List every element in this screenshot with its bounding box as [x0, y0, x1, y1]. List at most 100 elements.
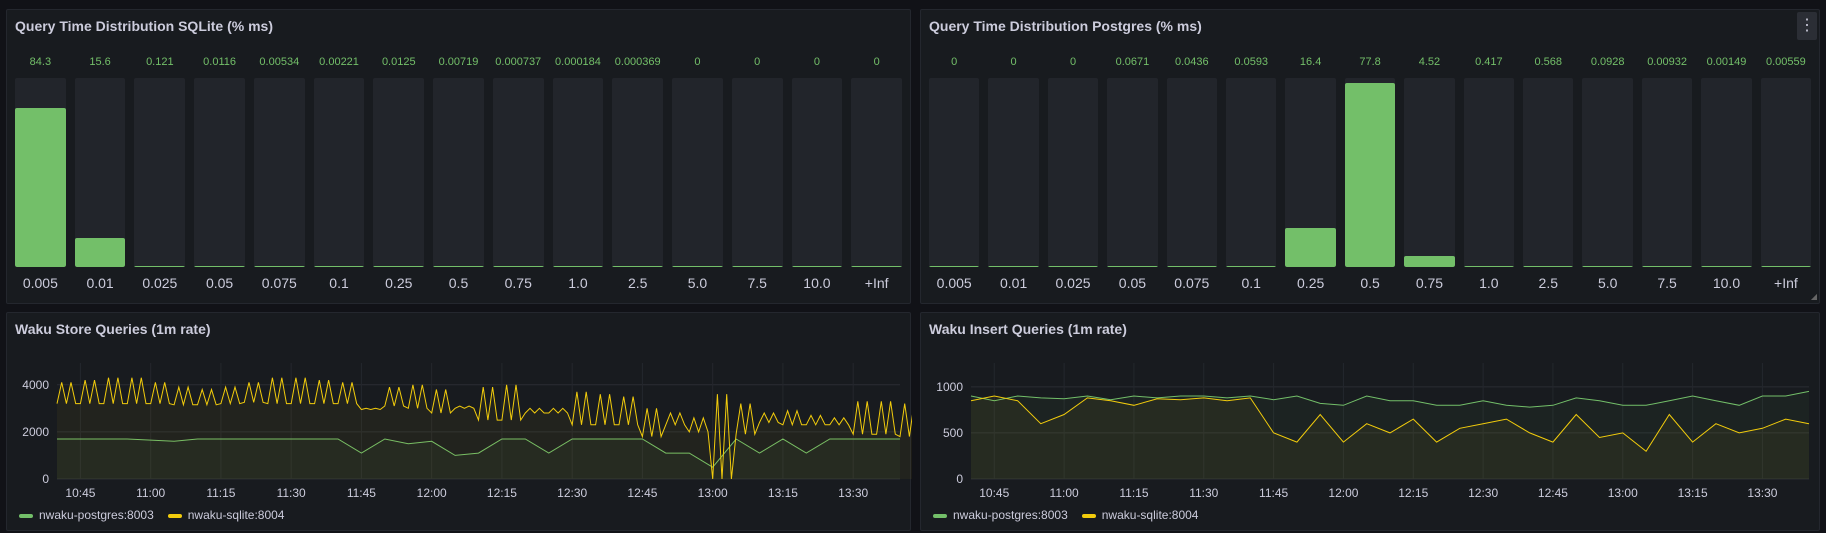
bar-column: 0.0593 0.1	[1226, 48, 1277, 295]
bar-column: 0.000184 1.0	[552, 48, 604, 295]
legend: nwaku-postgres:8003 nwaku-sqlite:8004	[933, 508, 1198, 522]
panel-insert-queries: Waku Insert Queries (1m rate) 0 500 1000 10…	[920, 312, 1820, 531]
bar-category-label: 2.5	[1538, 275, 1558, 291]
bar-category-label: 1.0	[1479, 275, 1499, 291]
x-tick-label: 11:45	[347, 486, 376, 500]
bar	[1463, 266, 1515, 267]
bar	[1701, 266, 1752, 267]
bar	[1404, 256, 1455, 267]
bar-column: 4.52 0.75	[1404, 48, 1455, 295]
bar-category-label: 7.5	[747, 275, 767, 291]
legend-item-postgres[interactable]: nwaku-postgres:8003	[19, 508, 154, 522]
bar-column: 0 10.0	[791, 48, 843, 295]
bar-value-label: 15.6	[89, 56, 111, 68]
bar-track	[1226, 78, 1277, 267]
bar-value-label: 0	[1069, 56, 1077, 68]
bar	[313, 266, 365, 267]
bar-value-label: 0.0125	[381, 56, 416, 68]
bar-column: 0 +Inf	[851, 48, 903, 295]
bar-column: 0 0.01	[988, 48, 1039, 295]
bar	[253, 266, 305, 267]
legend-item-sqlite[interactable]: nwaku-sqlite:8004	[1081, 508, 1198, 522]
panel-title[interactable]: Query Time Distribution Postgres (% ms)	[929, 18, 1202, 34]
bar	[672, 266, 723, 267]
bar-track	[1523, 78, 1574, 267]
bar	[929, 266, 980, 267]
bar-value-label: 0.000369	[614, 56, 661, 68]
legend-item-postgres[interactable]: nwaku-postgres:8003	[933, 508, 1068, 522]
bar-column: 0.00932 7.5	[1641, 48, 1693, 295]
y-tick-label: 2000	[22, 425, 49, 439]
bar-value-label: 0.0593	[1234, 56, 1269, 68]
bar-value-label: 0	[754, 56, 761, 68]
bar	[1344, 83, 1396, 267]
bar-track	[988, 78, 1039, 267]
bar-value-label: 0	[873, 56, 880, 68]
time-series-chart: 0 500 1000 10:45 11:00 11:15 11:30 11:45 12:00 12…	[936, 363, 1810, 500]
bar-column: 0.00559 +Inf	[1760, 48, 1812, 295]
x-tick-label: 13:30	[1747, 486, 1777, 500]
x-tick-label: 13:15	[768, 486, 798, 500]
bar-value-label: 0	[694, 56, 701, 68]
bar-track	[552, 78, 604, 267]
time-series-chart: 0 2000 4000 10:45 11:00 11:15 11:30 11:45 12:00 1…	[22, 363, 912, 500]
bar-category-label: 5.0	[687, 275, 708, 291]
panel-title[interactable]: Query Time Distribution SQLite (% ms)	[15, 18, 274, 34]
x-tick-label: 11:00	[1050, 486, 1079, 500]
bar-category-label: 10.0	[1712, 275, 1741, 291]
bar-category-label: 0.05	[205, 275, 234, 291]
bar-category-label: 0.75	[504, 275, 532, 291]
bar	[1523, 265, 1574, 267]
y-tick-label: 4000	[22, 378, 49, 392]
bar-category-label: 2.5	[627, 275, 648, 291]
bar	[1285, 228, 1336, 267]
bar-value-label: 0.000737	[495, 56, 542, 68]
bar-track	[612, 78, 664, 267]
x-tick-label: 12:15	[487, 486, 517, 500]
panel-postgres-distribution: Query Time Distribution Postgres (% ms) …	[920, 9, 1820, 304]
x-tick-label: 13:15	[1678, 486, 1708, 500]
bar	[1047, 266, 1099, 267]
x-tick-label: 13:00	[698, 486, 728, 500]
bar-column: 0.00719 0.5	[433, 48, 484, 295]
bar-category-label: 0.25	[1297, 275, 1325, 291]
x-tick-label: 10:45	[979, 486, 1009, 500]
bar-value-label: 0.417	[1475, 56, 1503, 68]
bar-value-label: 0.00534	[259, 56, 300, 68]
bar-category-label: +Inf	[864, 275, 889, 291]
bar-track	[1344, 78, 1396, 267]
bar-category-label: 0.025	[142, 275, 178, 291]
bar-value-label: 0.00719	[438, 56, 479, 68]
x-tick-label: 12:45	[627, 486, 657, 500]
series-line-sqlite	[56, 377, 912, 480]
bar-column: 0.00221 0.1	[313, 48, 365, 295]
bar-category-label: 10.0	[803, 275, 831, 291]
bar-column: 0.00149 10.0	[1701, 48, 1752, 295]
bar-track	[1166, 78, 1218, 267]
panel-store-queries: Waku Store Queries (1m rate) 0 2000 4000 10…	[6, 312, 912, 531]
bar-value-label: 0.00221	[319, 56, 359, 68]
bar	[1166, 266, 1218, 267]
x-tick-label: 11:30	[1189, 486, 1218, 500]
panel-menu-icon[interactable]: ⋮	[1797, 12, 1817, 40]
bar-value-label: 0.00559	[1766, 56, 1806, 68]
y-tick-label: 1000	[936, 380, 963, 394]
series-area	[57, 377, 912, 479]
bar-value-label: 0	[1010, 56, 1017, 68]
bar-category-label: 0.5	[1360, 275, 1380, 291]
bar	[1107, 266, 1158, 267]
x-tick-label: 11:15	[206, 486, 235, 500]
bar-category-label: 0.1	[1241, 275, 1261, 291]
panel-title[interactable]: Waku Insert Queries (1m rate)	[929, 321, 1127, 337]
bar	[851, 266, 903, 267]
bar-track	[373, 78, 425, 267]
bar-value-label: 0.0671	[1115, 56, 1150, 68]
bar-category-label: 5.0	[1597, 275, 1618, 291]
panel-title[interactable]: Waku Store Queries (1m rate)	[15, 321, 211, 337]
legend-item-sqlite[interactable]: nwaku-sqlite:8004	[167, 508, 285, 522]
legend-label: nwaku-sqlite:8004	[187, 508, 285, 522]
resize-handle-icon[interactable]: ◢	[1810, 292, 1817, 301]
series-line-sqlite	[970, 395, 1810, 453]
bar	[1760, 266, 1812, 267]
bar	[1582, 266, 1633, 267]
